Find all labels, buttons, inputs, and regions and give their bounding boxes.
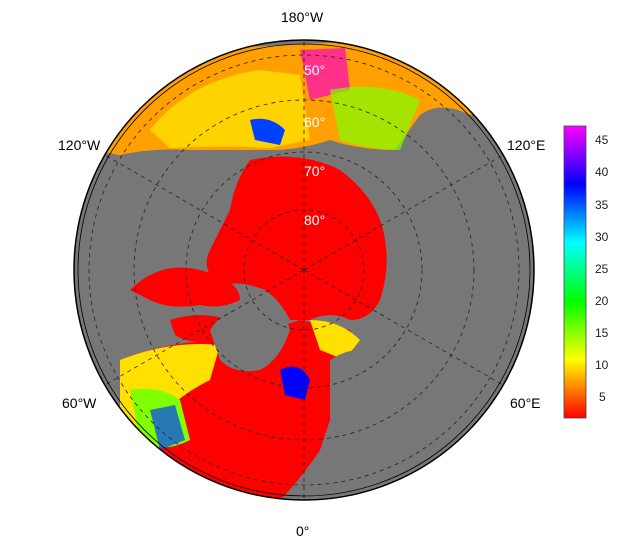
lon-label-120w: 120°W bbox=[58, 137, 101, 153]
colorbar-tick-45: 45 bbox=[595, 133, 609, 147]
lon-label-60w: 60°W bbox=[62, 395, 97, 411]
pacific-blue bbox=[250, 118, 285, 145]
colorbar-tick-25: 25 bbox=[595, 262, 609, 276]
lat-label-80: 80° bbox=[304, 212, 326, 228]
meridian-120e bbox=[303, 154, 504, 271]
lon-label-60e: 60°E bbox=[510, 395, 541, 411]
colorbar-tick-30: 30 bbox=[595, 230, 609, 244]
map-disc bbox=[74, 40, 534, 500]
hudson-bay bbox=[130, 267, 240, 307]
lat-label-50: 50° bbox=[304, 62, 326, 78]
lon-label-0: 0° bbox=[296, 523, 310, 539]
meridian-60w bbox=[104, 269, 305, 386]
colorbar bbox=[563, 125, 587, 419]
colorbar-tick-15: 15 bbox=[595, 326, 609, 340]
arctic-ocean bbox=[206, 156, 387, 320]
meridian-120w bbox=[104, 154, 305, 271]
lat-70-circle bbox=[185, 151, 423, 389]
colorbar-tick-5: 5 bbox=[599, 390, 606, 404]
map-border bbox=[73, 39, 535, 501]
colorbar-tick-40: 40 bbox=[595, 165, 609, 179]
lat-label-60: 60° bbox=[304, 114, 326, 130]
atlantic-blue bbox=[150, 405, 185, 450]
colorbar-tick-20: 20 bbox=[595, 294, 609, 308]
pacific-green bbox=[330, 86, 420, 150]
norwegian-sea-blue bbox=[280, 366, 310, 400]
lat-label-70: 70° bbox=[304, 163, 326, 179]
lon-label-120e: 120°E bbox=[507, 137, 546, 153]
europe-land bbox=[325, 350, 434, 500]
map-inner-border bbox=[77, 43, 531, 497]
pacific-magenta bbox=[300, 48, 350, 100]
colorbar-tick-35: 35 bbox=[595, 198, 609, 212]
meridian-60e bbox=[303, 269, 504, 386]
greenland bbox=[210, 300, 290, 372]
lat-50-circle bbox=[88, 54, 520, 486]
lon-label-180w: 180°W bbox=[281, 9, 324, 25]
barents-sea-yellow bbox=[310, 320, 360, 360]
colorbar-tick-10: 10 bbox=[595, 358, 609, 372]
